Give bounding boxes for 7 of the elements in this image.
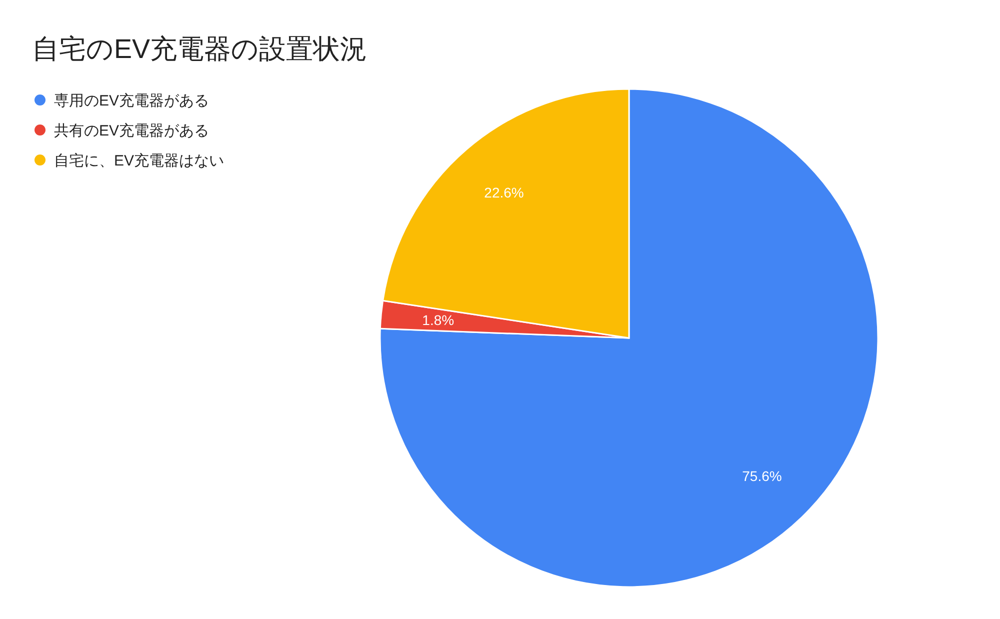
chart-title: 自宅のEV充電器の設置状況 — [32, 34, 368, 64]
legend-label: 自宅に、EV充電器はない — [54, 152, 224, 170]
data-label: 1.8% — [422, 312, 454, 328]
data-label: 75.6% — [742, 468, 782, 484]
legend-label: 共有のEV充電器がある — [54, 122, 210, 140]
legend-label: 専用のEV充電器がある — [54, 92, 210, 110]
data-label: 22.6% — [484, 184, 524, 201]
